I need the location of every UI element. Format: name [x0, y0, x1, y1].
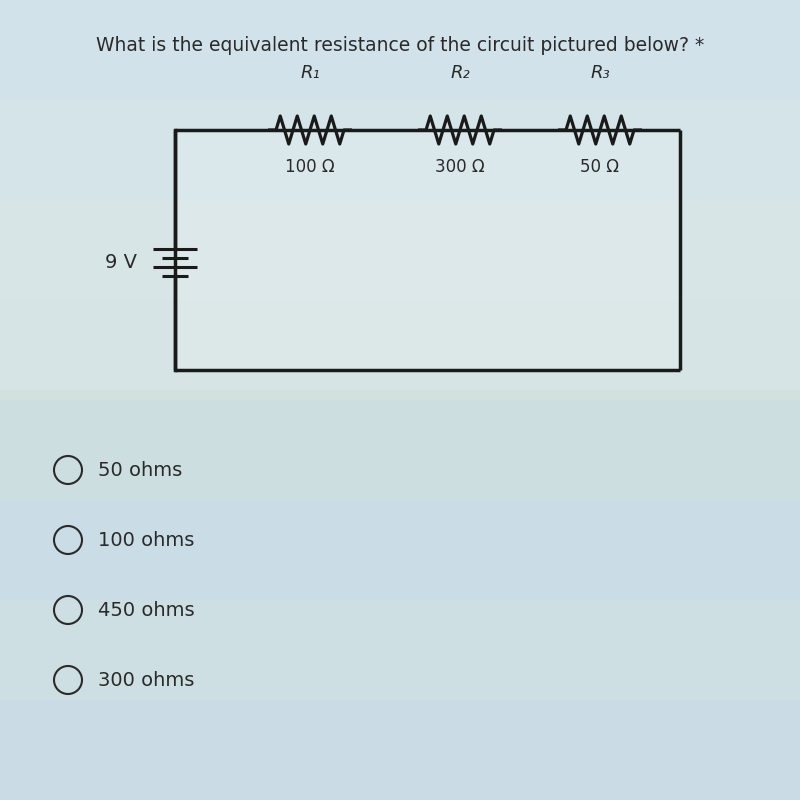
Bar: [0, 500, 800, 600]
Bar: [0, 0, 800, 390]
Bar: [0, 200, 800, 300]
Text: 100 Ω: 100 Ω: [285, 158, 335, 176]
Text: R₂: R₂: [450, 64, 470, 82]
Text: R₃: R₃: [590, 64, 610, 82]
Bar: [0, 600, 800, 700]
Text: 300 ohms: 300 ohms: [98, 670, 194, 690]
Bar: [175, 130, 680, 370]
Bar: [0, 400, 800, 500]
Text: 50 Ω: 50 Ω: [581, 158, 619, 176]
Text: 100 ohms: 100 ohms: [98, 530, 194, 550]
Text: 50 ohms: 50 ohms: [98, 461, 182, 479]
Text: 9 V: 9 V: [105, 253, 137, 271]
Bar: [0, 700, 800, 800]
Bar: [0, 300, 800, 400]
Text: What is the equivalent resistance of the circuit pictured below? *: What is the equivalent resistance of the…: [96, 36, 704, 55]
Text: R₁: R₁: [300, 64, 320, 82]
Bar: [0, 0, 800, 100]
Text: 300 Ω: 300 Ω: [435, 158, 485, 176]
Text: 450 ohms: 450 ohms: [98, 601, 194, 619]
Bar: [0, 100, 800, 200]
